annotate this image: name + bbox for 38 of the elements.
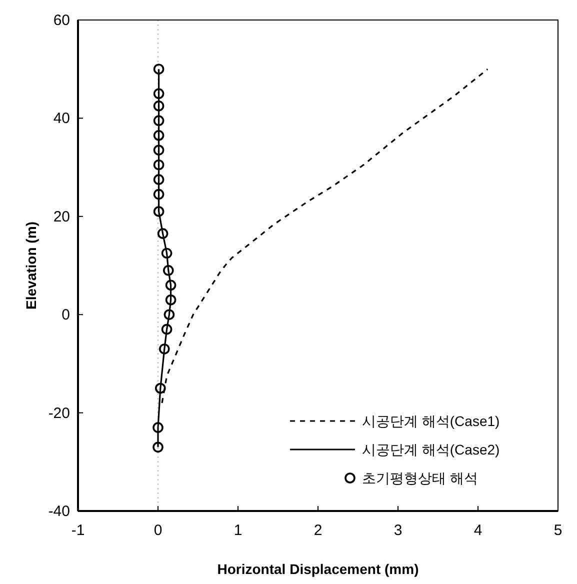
point	[165, 280, 176, 291]
point	[153, 64, 164, 74]
x-tick-label: 0	[154, 522, 162, 539]
y-tick-label: 40	[53, 110, 70, 128]
x-tick-label: 4	[474, 522, 482, 539]
legend-label: 시공단계 해석(Case2)	[362, 442, 500, 458]
point	[152, 422, 164, 433]
point	[163, 265, 174, 276]
y-tick-label: 60	[53, 12, 70, 29]
point	[153, 144, 164, 156]
point	[152, 442, 164, 453]
point	[157, 228, 168, 239]
x-tick-label: 2	[314, 522, 322, 539]
y-tick-label: -20	[48, 404, 70, 422]
point	[164, 309, 175, 320]
x-axis-title: Horizontal Displacement (mm)	[217, 561, 419, 577]
point	[153, 159, 164, 170]
y-tick-label: 0	[62, 306, 70, 324]
y-axis-title: Elevation (m)	[23, 222, 39, 310]
x-tick-label: 5	[554, 522, 562, 539]
x-tick-label: -1	[71, 522, 85, 539]
point	[153, 206, 164, 217]
y-tick-label: 20	[53, 208, 70, 226]
point	[161, 324, 172, 335]
point	[155, 382, 166, 394]
point	[153, 130, 164, 141]
point	[153, 174, 164, 185]
point	[159, 344, 170, 354]
point	[153, 115, 164, 126]
point	[153, 88, 164, 100]
point	[153, 100, 164, 112]
x-tick-label: 1	[234, 522, 242, 539]
legend-label: 시공단계 해석(Case1)	[362, 413, 500, 429]
point	[153, 188, 164, 200]
x-tick-label: 3	[394, 522, 402, 539]
point	[161, 248, 172, 259]
point	[165, 294, 176, 306]
y-tick-label: -40	[48, 503, 70, 520]
